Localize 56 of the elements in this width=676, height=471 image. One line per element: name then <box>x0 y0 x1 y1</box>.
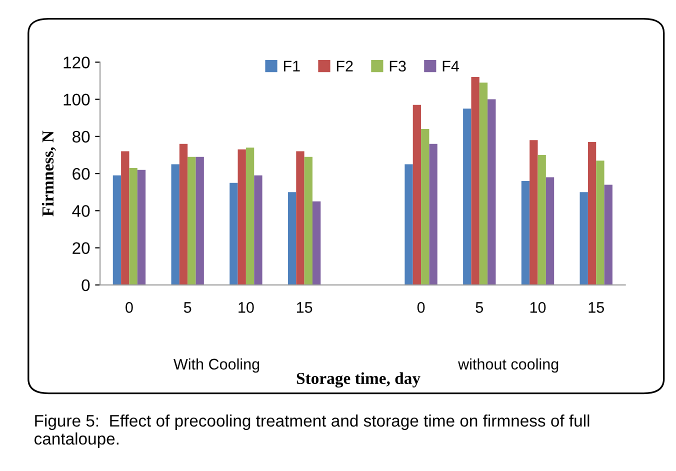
bar <box>188 156 196 285</box>
y-tick-label: 80 <box>72 130 90 143</box>
bar <box>296 151 304 285</box>
bar <box>137 170 146 285</box>
x-tick-label: 15 <box>296 302 312 313</box>
bar <box>246 148 254 285</box>
bar <box>604 184 612 285</box>
bar <box>596 160 604 285</box>
bar <box>530 140 538 285</box>
bar <box>521 180 530 285</box>
bar <box>580 192 588 285</box>
y-tick-label: 0 <box>82 279 90 292</box>
bar <box>179 144 188 285</box>
bar <box>463 108 472 285</box>
text: without cooling <box>458 358 558 373</box>
bar <box>538 155 546 285</box>
y-tick-label: 40 <box>72 205 90 217</box>
y-tick-label: 20 <box>72 242 90 254</box>
bar <box>304 156 312 285</box>
bar <box>412 104 422 285</box>
bar <box>488 99 496 285</box>
bar <box>588 142 596 285</box>
y-tick-label: 100 <box>64 94 90 106</box>
bar <box>421 129 430 285</box>
text: With Cooling <box>174 358 260 373</box>
caption: Figure 5: Effect of precooling treatment and storage time on firmness of full cantaloupe. <box>34 414 590 448</box>
bar <box>112 175 122 285</box>
y-tick-label: 120 <box>64 56 90 68</box>
bar <box>471 77 480 285</box>
y-axis-title: Firmness, N <box>42 130 56 216</box>
x-tick-label: 10 <box>238 302 254 313</box>
x-tick-label: 0 <box>417 302 425 313</box>
bar <box>121 151 130 285</box>
bar <box>230 182 238 285</box>
legend-label: F3 <box>390 60 406 72</box>
bar <box>171 164 180 285</box>
bar <box>429 144 438 285</box>
legend-label: F4 <box>442 60 459 72</box>
bar <box>254 175 262 285</box>
legend-label: F1 <box>284 60 300 72</box>
bar <box>288 192 296 285</box>
x-tick-label: 15 <box>588 302 604 313</box>
x-tick-label: 0 <box>126 302 133 313</box>
bar <box>546 177 554 285</box>
y-tick-label: 60 <box>72 168 90 180</box>
bar <box>238 149 246 285</box>
legend-label: F2 <box>336 60 353 72</box>
bar <box>312 201 321 285</box>
bar <box>129 168 138 285</box>
bar <box>404 164 413 285</box>
x-tick-label: 5 <box>476 302 484 313</box>
x-tick-label: 5 <box>184 302 192 313</box>
bar <box>196 156 204 285</box>
x-tick-label: 10 <box>530 302 546 313</box>
x-axis-title: Storage time, day <box>296 372 420 388</box>
bar <box>479 82 488 285</box>
